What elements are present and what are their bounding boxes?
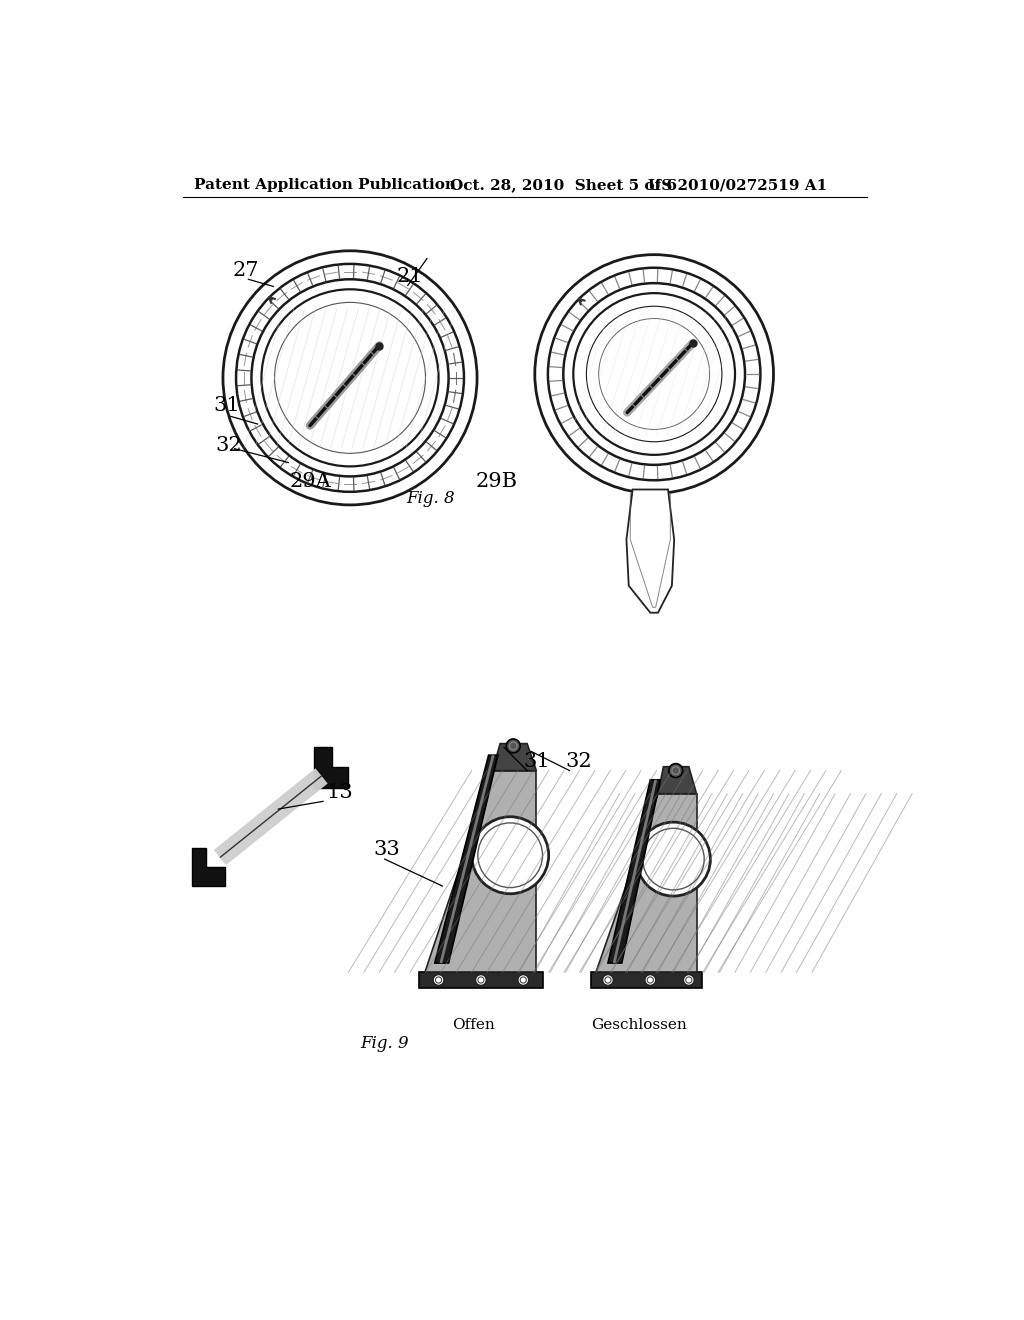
Polygon shape: [425, 771, 537, 973]
Polygon shape: [313, 747, 348, 788]
Circle shape: [645, 974, 655, 985]
Text: Geschlossen: Geschlossen: [591, 1018, 687, 1032]
Circle shape: [433, 974, 444, 985]
Text: 32: 32: [565, 751, 592, 771]
Circle shape: [602, 974, 613, 985]
Text: US 2010/0272519 A1: US 2010/0272519 A1: [648, 178, 827, 193]
Polygon shape: [419, 973, 543, 987]
Polygon shape: [658, 767, 696, 793]
Text: Offen: Offen: [452, 1018, 495, 1032]
Circle shape: [669, 763, 683, 777]
Polygon shape: [627, 490, 674, 612]
Text: 33: 33: [373, 841, 399, 859]
Circle shape: [518, 974, 528, 985]
Text: 32: 32: [215, 436, 242, 455]
Polygon shape: [596, 793, 696, 973]
Circle shape: [637, 822, 711, 896]
Text: 29A: 29A: [290, 473, 332, 491]
Circle shape: [475, 974, 486, 985]
Circle shape: [472, 817, 549, 894]
Text: 29B: 29B: [475, 473, 517, 491]
Text: Oct. 28, 2010  Sheet 5 of 6: Oct. 28, 2010 Sheet 5 of 6: [451, 178, 677, 193]
Text: 31: 31: [214, 396, 241, 414]
Text: Fig. 9: Fig. 9: [360, 1035, 409, 1052]
Text: Patent Application Publication: Patent Application Publication: [194, 178, 456, 193]
Circle shape: [506, 739, 520, 752]
Polygon shape: [193, 847, 224, 886]
Polygon shape: [591, 973, 701, 987]
Text: 21: 21: [396, 267, 423, 285]
Text: 27: 27: [233, 261, 259, 280]
Text: 31: 31: [523, 751, 550, 771]
Text: 13: 13: [327, 783, 353, 801]
Polygon shape: [435, 755, 498, 964]
Polygon shape: [493, 743, 537, 771]
Text: Fig. 8: Fig. 8: [407, 490, 456, 507]
Polygon shape: [608, 780, 660, 964]
Circle shape: [683, 974, 694, 985]
